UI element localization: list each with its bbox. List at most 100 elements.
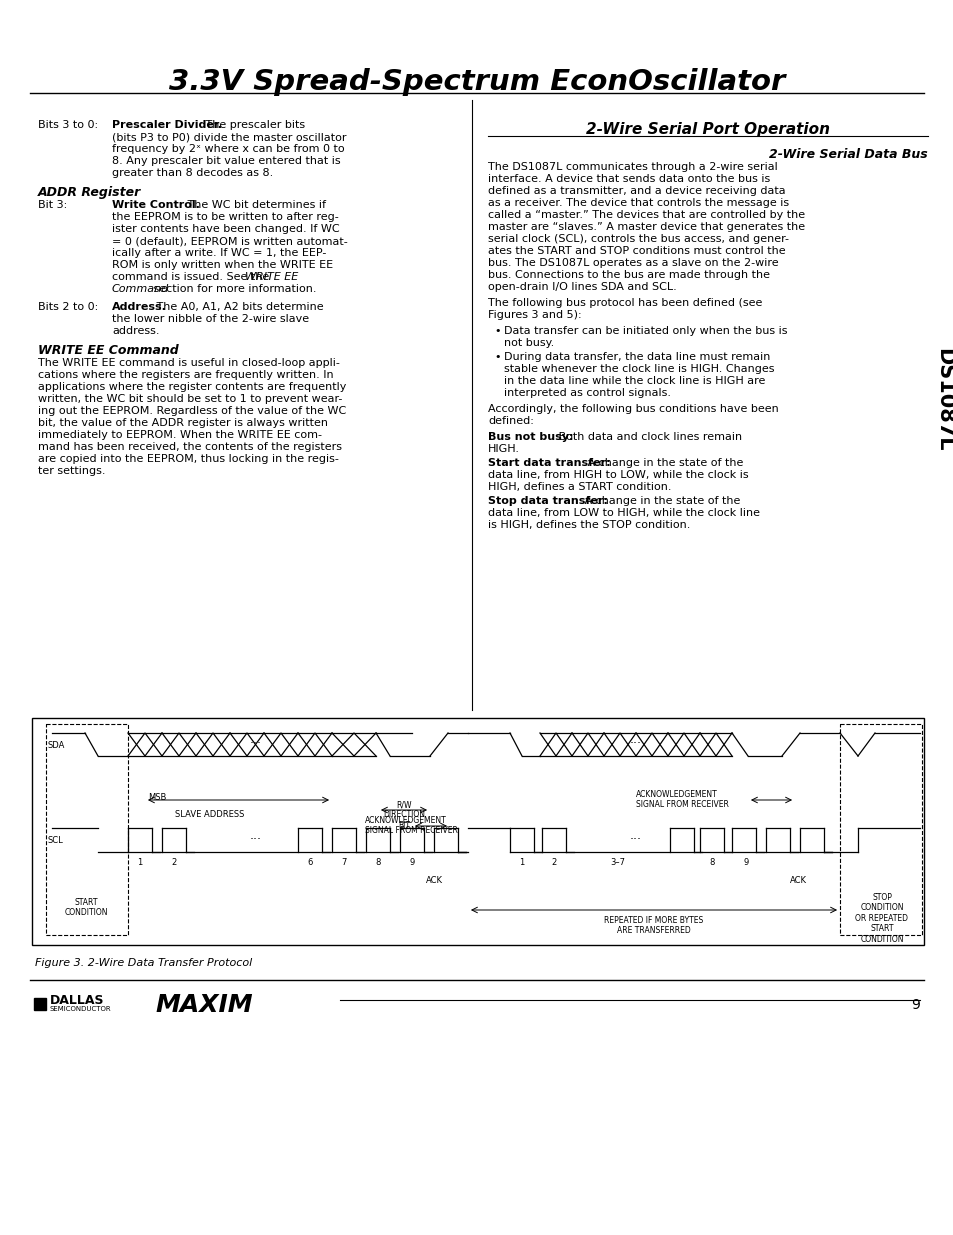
Text: written, the WC bit should be set to 1 to prevent wear-: written, the WC bit should be set to 1 t… (38, 394, 342, 404)
Text: SLAVE ADDRESS: SLAVE ADDRESS (175, 810, 244, 819)
Text: The WC bit determines if: The WC bit determines if (184, 200, 326, 210)
Text: 2: 2 (551, 858, 556, 867)
Text: called a “master.” The devices that are controlled by the: called a “master.” The devices that are … (488, 210, 804, 220)
Text: ically after a write. If WC = 1, the EEP-: ically after a write. If WC = 1, the EEP… (112, 248, 326, 258)
Text: bit, the value of the ADDR register is always written: bit, the value of the ADDR register is a… (38, 417, 328, 429)
Text: ROM is only written when the WRITE EE: ROM is only written when the WRITE EE (112, 261, 333, 270)
Text: WRITE EE Command: WRITE EE Command (38, 345, 178, 357)
Text: command is issued. See the: command is issued. See the (112, 272, 273, 282)
Text: Data transfer can be initiated only when the bus is: Data transfer can be initiated only when… (503, 326, 786, 336)
Text: is HIGH, defines the STOP condition.: is HIGH, defines the STOP condition. (488, 520, 690, 530)
Text: START
CONDITION: START CONDITION (64, 898, 108, 918)
Text: The DS1087L communicates through a 2-wire serial: The DS1087L communicates through a 2-wir… (488, 162, 777, 172)
Text: REPEATED IF MORE BYTES
ARE TRANSFERRED: REPEATED IF MORE BYTES ARE TRANSFERRED (604, 916, 703, 935)
Text: 8: 8 (375, 858, 380, 867)
Text: ACK: ACK (425, 876, 442, 885)
Text: The following bus protocol has been defined (see: The following bus protocol has been defi… (488, 298, 761, 308)
Text: immediately to EEPROM. When the WRITE EE com-: immediately to EEPROM. When the WRITE EE… (38, 430, 322, 440)
Text: cations where the registers are frequently written. In: cations where the registers are frequent… (38, 370, 334, 380)
Text: data line, from HIGH to LOW, while the clock is: data line, from HIGH to LOW, while the c… (488, 471, 748, 480)
Text: 8: 8 (709, 858, 714, 867)
Bar (32, 718, 923, 945)
Text: Start data transfer:: Start data transfer: (488, 458, 610, 468)
Text: The A0, A1, A2 bits determine: The A0, A1, A2 bits determine (152, 303, 323, 312)
Text: The WRITE EE command is useful in closed-loop appli-: The WRITE EE command is useful in closed… (38, 358, 339, 368)
Text: Prescaler Divider.: Prescaler Divider. (112, 120, 222, 130)
Text: Write Control.: Write Control. (112, 200, 200, 210)
Text: Stop data transfer:: Stop data transfer: (488, 496, 607, 506)
Text: 1: 1 (137, 858, 143, 867)
Text: frequency by 2ˣ where x can be from 0 to: frequency by 2ˣ where x can be from 0 to (112, 144, 344, 154)
Text: Accordingly, the following bus conditions have been: Accordingly, the following bus condition… (488, 404, 778, 414)
Text: ACK: ACK (789, 876, 805, 885)
Text: interface. A device that sends data onto the bus is: interface. A device that sends data onto… (488, 174, 769, 184)
Text: MAXIM: MAXIM (154, 993, 253, 1016)
Text: are copied into the EEPROM, thus locking in the regis-: are copied into the EEPROM, thus locking… (38, 454, 338, 464)
Text: The prescaler bits: The prescaler bits (202, 120, 305, 130)
Text: not busy.: not busy. (503, 338, 554, 348)
Text: as a receiver. The device that controls the message is: as a receiver. The device that controls … (488, 198, 788, 207)
Text: Bit 3:: Bit 3: (38, 200, 67, 210)
Text: the lower nibble of the 2-wire slave: the lower nibble of the 2-wire slave (112, 314, 309, 324)
Text: ···: ··· (250, 737, 262, 751)
Text: 3.3V Spread-Spectrum EconOscillator: 3.3V Spread-Spectrum EconOscillator (169, 68, 784, 96)
Text: applications where the register contents are frequently: applications where the register contents… (38, 382, 346, 391)
Text: SEMICONDUCTOR: SEMICONDUCTOR (50, 1007, 112, 1011)
Text: ···: ··· (629, 737, 641, 751)
Text: SCL: SCL (48, 836, 64, 845)
Text: 9: 9 (910, 998, 919, 1011)
Text: ter settings.: ter settings. (38, 466, 106, 475)
Text: DS1087L: DS1087L (933, 348, 953, 452)
Text: stable whenever the clock line is HIGH. Changes: stable whenever the clock line is HIGH. … (503, 364, 774, 374)
Text: master are “slaves.” A master device that generates the: master are “slaves.” A master device tha… (488, 222, 804, 232)
Text: address.: address. (112, 326, 159, 336)
Text: ADDR Register: ADDR Register (38, 186, 141, 199)
Text: the EEPROM is to be written to after reg-: the EEPROM is to be written to after reg… (112, 212, 338, 222)
Text: in the data line while the clock line is HIGH are: in the data line while the clock line is… (503, 375, 764, 387)
Text: Both data and clock lines remain: Both data and clock lines remain (555, 432, 741, 442)
Text: 7: 7 (341, 858, 346, 867)
Text: (bits P3 to P0) divide the master oscillator: (bits P3 to P0) divide the master oscill… (112, 132, 346, 142)
Text: open-drain I/O lines SDA and SCL.: open-drain I/O lines SDA and SCL. (488, 282, 676, 291)
Text: 6: 6 (307, 858, 313, 867)
Text: During data transfer, the data line must remain: During data transfer, the data line must… (503, 352, 770, 362)
Text: 9: 9 (742, 858, 748, 867)
Text: WRITE EE: WRITE EE (245, 272, 298, 282)
Text: A change in the state of the: A change in the state of the (580, 496, 740, 506)
Text: interpreted as control signals.: interpreted as control signals. (503, 388, 670, 398)
Text: ···: ··· (629, 834, 641, 846)
Text: Bits 3 to 0:: Bits 3 to 0: (38, 120, 98, 130)
Text: 2-Wire Serial Data Bus: 2-Wire Serial Data Bus (768, 148, 927, 161)
Text: ACKNOWLEDGEMENT
SIGNAL FROM RECEIVER: ACKNOWLEDGEMENT SIGNAL FROM RECEIVER (636, 790, 728, 809)
Text: ing out the EEPROM. Regardless of the value of the WC: ing out the EEPROM. Regardless of the va… (38, 406, 346, 416)
Text: data line, from LOW to HIGH, while the clock line: data line, from LOW to HIGH, while the c… (488, 508, 760, 517)
Text: ACKNOWLEDGEMENT
SIGNAL FROM RECEIVER: ACKNOWLEDGEMENT SIGNAL FROM RECEIVER (365, 816, 457, 835)
Text: = 0 (default), EEPROM is written automat-: = 0 (default), EEPROM is written automat… (112, 236, 348, 246)
Text: SDA: SDA (48, 741, 66, 750)
Text: •: • (494, 326, 500, 336)
Text: Bits 2 to 0:: Bits 2 to 0: (38, 303, 98, 312)
Text: bus. The DS1087L operates as a slave on the 2-wire: bus. The DS1087L operates as a slave on … (488, 258, 778, 268)
Text: R/W
DIRECTION
BIT: R/W DIRECTION BIT (382, 800, 424, 830)
Text: 8. Any prescaler bit value entered that is: 8. Any prescaler bit value entered that … (112, 156, 340, 165)
Text: 1: 1 (518, 858, 524, 867)
Text: Figures 3 and 5):: Figures 3 and 5): (488, 310, 581, 320)
Text: ister contents have been changed. If WC: ister contents have been changed. If WC (112, 224, 339, 233)
Text: STOP
CONDITION
OR REPEATED
START
CONDITION: STOP CONDITION OR REPEATED START CONDITI… (855, 893, 907, 944)
Text: section for more information.: section for more information. (150, 284, 316, 294)
Text: greater than 8 decodes as 8.: greater than 8 decodes as 8. (112, 168, 273, 178)
Text: defined as a transmitter, and a device receiving data: defined as a transmitter, and a device r… (488, 186, 785, 196)
Text: ···: ··· (250, 834, 262, 846)
Text: HIGH, defines a START condition.: HIGH, defines a START condition. (488, 482, 671, 492)
Text: Bus not busy:: Bus not busy: (488, 432, 573, 442)
Text: HIGH.: HIGH. (488, 445, 519, 454)
Text: Address.: Address. (112, 303, 167, 312)
Text: Figure 3. 2-Wire Data Transfer Protocol: Figure 3. 2-Wire Data Transfer Protocol (35, 958, 252, 968)
Text: •: • (494, 352, 500, 362)
Text: 2: 2 (172, 858, 176, 867)
Text: serial clock (SCL), controls the bus access, and gener-: serial clock (SCL), controls the bus acc… (488, 233, 788, 245)
Text: DALLAS: DALLAS (50, 994, 105, 1007)
Text: bus. Connections to the bus are made through the: bus. Connections to the bus are made thr… (488, 270, 769, 280)
Text: A change in the state of the: A change in the state of the (583, 458, 742, 468)
Text: ates the START and STOP conditions must control the: ates the START and STOP conditions must … (488, 246, 785, 256)
